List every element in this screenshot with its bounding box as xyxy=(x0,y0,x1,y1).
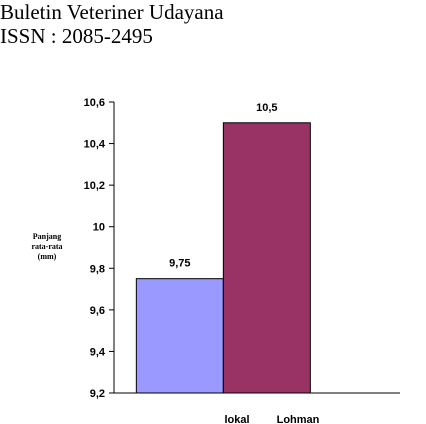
data-label: 9,75 xyxy=(169,258,190,270)
y-axis-label-line-3: (mm) xyxy=(37,252,57,261)
y-axis-label-line-1: Panjang xyxy=(32,232,62,241)
x-category-label: Lohman xyxy=(277,414,320,424)
journal-title: Buletin Veteriner Udayana xyxy=(0,0,224,24)
chart-labels: 9,2 9,4 9,6 9,8 10 10,2 10,4 10,6 9,75 10,5 lokal L… xyxy=(84,97,320,424)
chart-bars xyxy=(135,122,311,394)
y-tick-label: 9,2 xyxy=(90,388,105,400)
y-tick-label: 10,4 xyxy=(84,139,106,151)
journal-header: Buletin Veteriner Udayana ISSN : 2085-24… xyxy=(0,0,224,48)
y-tick-label: 10,2 xyxy=(84,180,105,192)
y-tick-label: 9,8 xyxy=(90,263,105,275)
bar-lokal xyxy=(135,278,224,394)
y-tick-label: 9,4 xyxy=(90,346,106,358)
y-tick-label: 10,6 xyxy=(84,97,105,109)
y-axis-label-line-2: rata-rata xyxy=(31,242,63,251)
journal-issn: ISSN : 2085-2495 xyxy=(0,24,153,48)
y-tick-label: 10 xyxy=(93,222,105,234)
x-category-label: lokal xyxy=(224,414,249,424)
y-axis-label: Panjang rata-rata (mm) xyxy=(22,232,72,262)
data-label: 10,5 xyxy=(256,102,277,114)
bar-lohman xyxy=(222,122,311,394)
y-tick-label: 9,6 xyxy=(90,305,105,317)
